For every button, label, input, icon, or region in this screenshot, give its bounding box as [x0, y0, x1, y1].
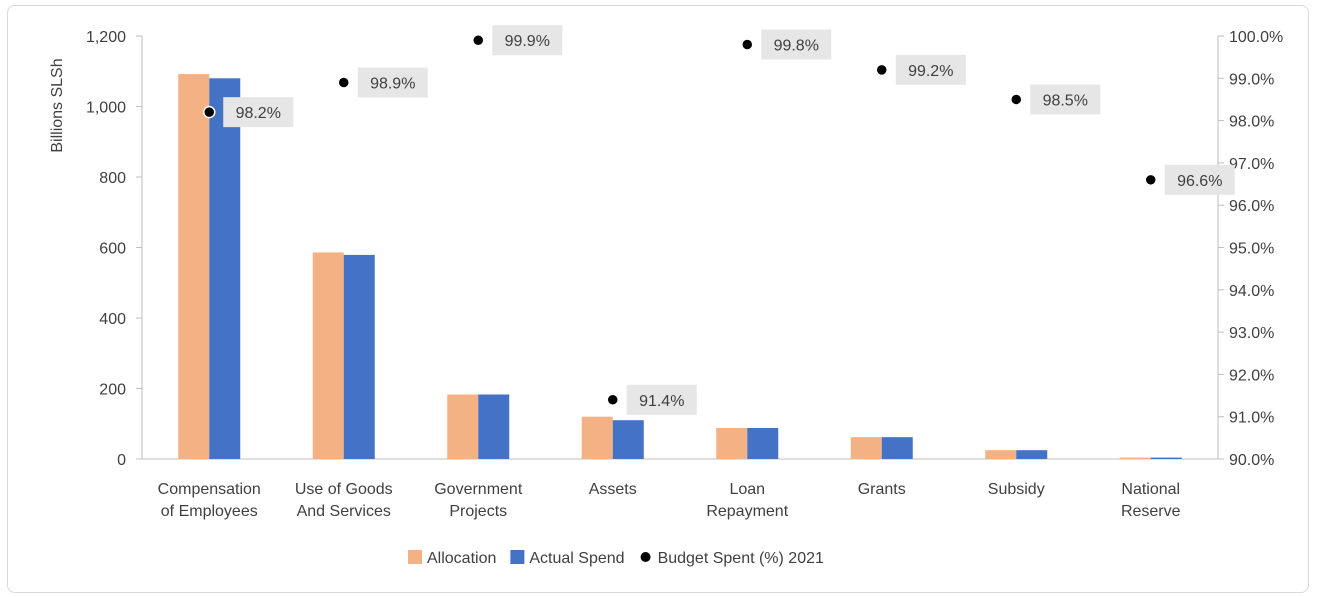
bar-allocation [985, 450, 1017, 459]
budget-spent-point [1010, 93, 1023, 106]
y2-tick-label: 96.0% [1229, 198, 1274, 215]
y-tick-label: 800 [99, 170, 126, 187]
data-label: 98.2% [236, 105, 281, 122]
data-label: 91.4% [639, 393, 684, 410]
data-label-box [761, 29, 832, 60]
data-label: 98.5% [1043, 92, 1088, 109]
x-tick-label: Grants [858, 481, 906, 498]
y2-tick-label: 94.0% [1229, 283, 1274, 300]
x-tick-label: Government Projects [434, 481, 523, 520]
y-tick-label: 1,200 [86, 29, 126, 46]
bar-actual-spend [1016, 450, 1048, 459]
budget-spent-point [741, 38, 754, 51]
bar-actual-spend [209, 78, 241, 460]
budget-spent-point [203, 105, 216, 119]
budget-spent-point [337, 76, 350, 89]
bar-allocation [1119, 457, 1151, 459]
legend-marker [640, 552, 651, 562]
y2-tick-label: 97.0% [1229, 156, 1274, 173]
budget-spent-point [472, 33, 485, 47]
y-axis-title: Billions SLSh [49, 58, 66, 152]
x-tick-label: Assets [589, 481, 637, 498]
x-tick-label: Use of Goods And Services [295, 481, 393, 520]
legend-swatch [510, 550, 525, 564]
legend-label: Actual Spend [529, 550, 624, 567]
data-label: 99.9% [505, 33, 550, 50]
y2-tick-label: 99.0% [1229, 71, 1274, 88]
bar-actual-spend [612, 420, 644, 459]
x-tick-label: Subsidy [988, 481, 1045, 498]
budget-spent-point [606, 393, 619, 407]
y-tick-label: 1,000 [86, 100, 126, 117]
data-label-box [895, 54, 966, 85]
y2-tick-label: 100.0% [1229, 29, 1283, 46]
legend-label: Allocation [427, 550, 496, 567]
bar-actual-spend [343, 254, 375, 459]
y2-tick-label: 90.0% [1229, 452, 1274, 469]
bar-actual-spend [747, 427, 779, 459]
legend: Allocation Actual Spend Budget Spent (%) 2… [408, 550, 824, 567]
y-tick-label: 600 [99, 241, 126, 258]
bar-actual-spend [1150, 457, 1182, 459]
legend-swatch [408, 550, 422, 564]
x-tick-label: National Reserve [1121, 481, 1181, 520]
data-label: 99.2% [908, 63, 953, 80]
bar-allocation [312, 252, 344, 459]
data-label: 99.8% [774, 37, 819, 54]
data-label: 96.6% [1177, 173, 1222, 190]
y-tick-label: 400 [99, 311, 126, 328]
y-tick-label: 0 [117, 452, 126, 469]
bar-actual-spend [478, 394, 510, 459]
data-label-box [223, 97, 294, 128]
y2-tick-label: 92.0% [1229, 367, 1274, 384]
x-tick-label: Loan Repayment [706, 481, 788, 520]
bar-allocation [178, 74, 210, 459]
data-label-box [357, 67, 428, 98]
y2-tick-label: 95.0% [1229, 241, 1274, 258]
x-tick-label: Compensation of Employees [158, 481, 261, 520]
budget-spent-point [875, 63, 888, 77]
y2-tick-label: 93.0% [1229, 325, 1274, 342]
points-layer: 98.2% 98.9% 99.9% 91.4% 99.8% 99.2% 98.5% 96.6% [203, 25, 1235, 415]
data-label: 98.9% [370, 76, 415, 93]
data-label-box [492, 25, 563, 56]
y-tick-label: 200 [99, 382, 126, 399]
data-label-box [626, 384, 697, 415]
bar-allocation [447, 394, 479, 459]
legend-label: Budget Spent (%) 2021 [658, 550, 824, 567]
budget-spent-point [1144, 173, 1157, 187]
bar-allocation [716, 427, 748, 459]
bar-allocation [850, 437, 882, 459]
data-label-box [1030, 84, 1101, 115]
axes-layer: 0 200 400 600 800 1,000 1,200 90.0% 91.0% 92.0% 93… [49, 29, 1283, 520]
data-label-box [1164, 164, 1235, 195]
y2-tick-label: 91.0% [1229, 410, 1274, 427]
bar-allocation [581, 416, 613, 459]
bars-layer [178, 74, 1182, 460]
y2-tick-label: 98.0% [1229, 114, 1274, 131]
bar-actual-spend [881, 437, 913, 459]
